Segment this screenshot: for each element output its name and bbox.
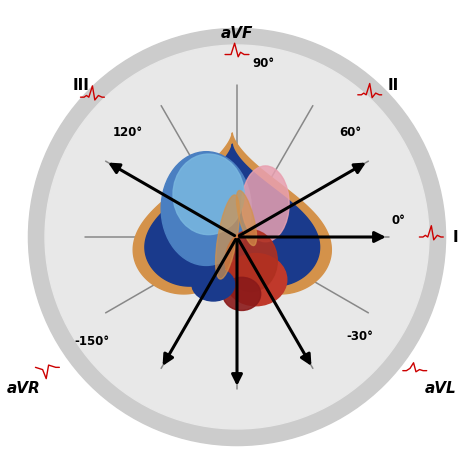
Text: 90°: 90° (252, 57, 274, 71)
Ellipse shape (223, 277, 261, 310)
Text: 60°: 60° (340, 126, 362, 139)
Text: 0°: 0° (391, 214, 405, 227)
Ellipse shape (161, 152, 251, 265)
Text: -150°: -150° (75, 335, 110, 348)
Circle shape (45, 45, 429, 429)
Text: aVL: aVL (425, 381, 456, 396)
Polygon shape (145, 144, 319, 286)
Ellipse shape (225, 230, 277, 292)
Polygon shape (133, 133, 331, 294)
PathPatch shape (131, 131, 333, 295)
Text: 120°: 120° (113, 126, 143, 139)
Ellipse shape (192, 268, 235, 301)
Text: aVF: aVF (221, 26, 253, 41)
Ellipse shape (225, 254, 287, 306)
Text: -30°: -30° (347, 330, 374, 343)
Ellipse shape (173, 154, 244, 235)
Text: II: II (388, 78, 399, 93)
Text: III: III (72, 78, 89, 93)
Text: aVR: aVR (7, 381, 41, 396)
Circle shape (28, 28, 446, 446)
Ellipse shape (237, 191, 256, 246)
Ellipse shape (242, 166, 289, 242)
Text: I: I (452, 229, 458, 245)
Ellipse shape (216, 195, 239, 279)
